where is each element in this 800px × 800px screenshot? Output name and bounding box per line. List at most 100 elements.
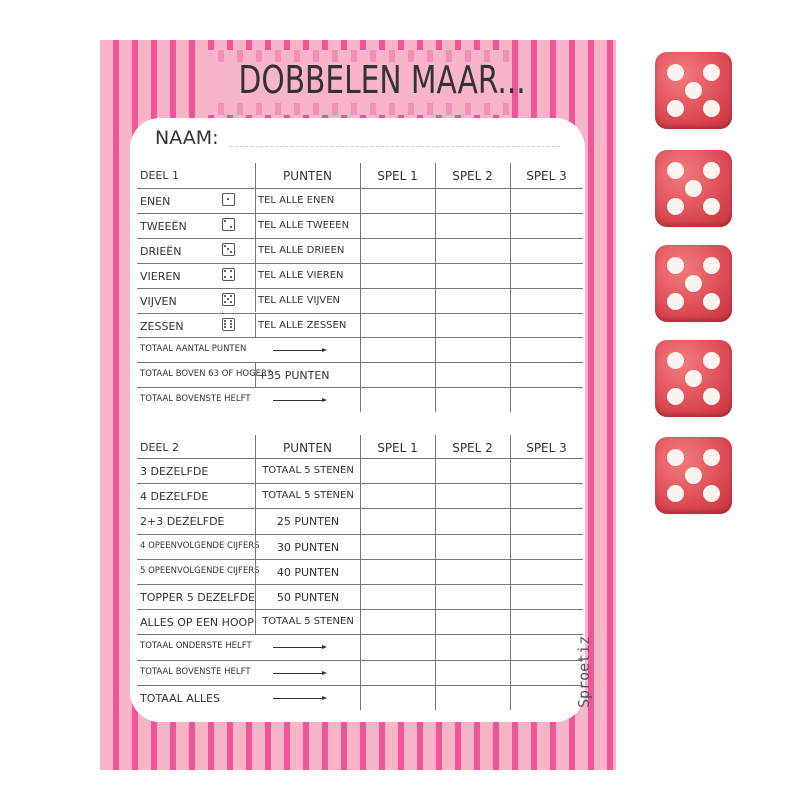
score-cell-spel-1[interactable] xyxy=(360,313,435,338)
die-5-icon xyxy=(655,52,732,129)
column-divider xyxy=(255,533,256,559)
score-cell-spel-2[interactable] xyxy=(435,458,510,483)
score-cell-spel-2[interactable] xyxy=(435,213,510,238)
score-cell-spel-3[interactable] xyxy=(510,508,583,533)
arrow-icon xyxy=(273,348,327,353)
column-divider xyxy=(255,458,256,484)
die-face-1-icon xyxy=(222,193,235,206)
score-cell-spel-1[interactable] xyxy=(360,508,435,533)
score-cell-spel-2[interactable] xyxy=(435,263,510,288)
score-cell-spel-2[interactable] xyxy=(435,288,510,313)
row-label: ENEN xyxy=(140,195,171,208)
score-cell-spel-1[interactable] xyxy=(360,685,435,710)
naam-input[interactable] xyxy=(230,146,560,147)
die-face-4-icon xyxy=(222,267,235,281)
column-divider xyxy=(435,435,436,710)
score-cell-spel-1[interactable] xyxy=(360,559,435,584)
score-cell-spel-1[interactable] xyxy=(360,660,435,685)
column-divider xyxy=(360,163,361,413)
punten-value: 30 PUNTEN xyxy=(276,540,340,554)
punten-value: TEL ALLE VIEREN xyxy=(258,269,344,281)
score-cell-spel-3[interactable] xyxy=(510,313,583,338)
score-cell-spel-2[interactable] xyxy=(435,313,510,338)
score-cell-spel-3[interactable] xyxy=(510,685,583,710)
score-cell-spel-3[interactable] xyxy=(510,238,583,263)
column-header-punten: PUNTEN xyxy=(283,441,332,455)
score-cell-spel-2[interactable] xyxy=(435,685,510,710)
score-cell-spel-1[interactable] xyxy=(360,213,435,238)
score-cell-spel-3[interactable] xyxy=(510,609,583,634)
score-cell-spel-1[interactable] xyxy=(360,288,435,313)
score-cell-spel-3[interactable] xyxy=(510,337,583,362)
column-divider xyxy=(255,362,256,388)
score-cell-spel-2[interactable] xyxy=(435,483,510,508)
naam-label: NAAM: xyxy=(155,127,219,149)
column-divider xyxy=(255,508,256,534)
die-face-3-icon xyxy=(222,242,235,256)
column-divider xyxy=(255,558,256,584)
score-cell-spel-2[interactable] xyxy=(435,188,510,213)
punten-value: TEL ALLE ZESSEN xyxy=(258,319,347,331)
column-divider xyxy=(255,188,256,213)
score-cell-spel-3[interactable] xyxy=(510,213,583,238)
score-cell-spel-3[interactable] xyxy=(510,634,583,659)
score-cell-spel-3[interactable] xyxy=(510,263,583,288)
punten-value: TOTAAL 5 STENEN xyxy=(262,616,354,628)
score-cell-spel-1[interactable] xyxy=(360,634,435,659)
score-cell-spel-3[interactable] xyxy=(510,660,583,685)
score-cell-spel-2[interactable] xyxy=(435,609,510,634)
score-cell-spel-2[interactable] xyxy=(435,634,510,659)
score-cell-spel-1[interactable] xyxy=(360,337,435,362)
score-cell-spel-1[interactable] xyxy=(360,534,435,559)
score-cell-spel-2[interactable] xyxy=(435,584,510,609)
part1-header: DEEL 1 xyxy=(140,169,179,182)
column-header-spel-1: SPEL 1 xyxy=(377,441,418,455)
die-face-5-icon xyxy=(222,292,235,306)
score-cell-spel-1[interactable] xyxy=(360,387,435,412)
column-divider xyxy=(255,609,256,635)
score-cell-spel-3[interactable] xyxy=(510,584,583,609)
score-cell-spel-1[interactable] xyxy=(360,609,435,634)
score-cell-spel-1[interactable] xyxy=(360,238,435,263)
score-cell-spel-3[interactable] xyxy=(510,362,583,387)
punten-value: +35 PUNTEN xyxy=(258,369,330,383)
row-label: TWEEËN xyxy=(140,219,187,233)
score-cell-spel-3[interactable] xyxy=(510,483,583,508)
score-cell-spel-2[interactable] xyxy=(435,508,510,533)
punten-value: 40 PUNTEN xyxy=(276,565,340,579)
score-cell-spel-2[interactable] xyxy=(435,534,510,559)
score-cell-spel-2[interactable] xyxy=(435,660,510,685)
row-label: TOTAAL ONDERSTE HELFT xyxy=(140,641,252,652)
score-cell-spel-2[interactable] xyxy=(435,387,510,412)
die-5-icon xyxy=(655,245,732,322)
score-cell-spel-1[interactable] xyxy=(360,188,435,213)
arrow-icon xyxy=(273,695,327,700)
score-cell-spel-3[interactable] xyxy=(510,559,583,584)
score-cell-spel-1[interactable] xyxy=(360,362,435,387)
score-cell-spel-1[interactable] xyxy=(360,483,435,508)
score-cell-spel-3[interactable] xyxy=(510,534,583,559)
row-label: VIJVEN xyxy=(140,294,177,308)
row-label: TOTAAL BOVENSTE HELFT xyxy=(140,394,251,405)
arrow-icon xyxy=(273,645,327,650)
column-header-spel-1: SPEL 1 xyxy=(377,169,418,183)
punten-value: TEL ALLE DRIEËN xyxy=(258,244,345,256)
score-cell-spel-2[interactable] xyxy=(435,559,510,584)
column-divider xyxy=(255,312,256,338)
score-cell-spel-2[interactable] xyxy=(435,337,510,362)
column-divider xyxy=(255,584,256,610)
column-divider xyxy=(360,435,361,710)
score-cell-spel-3[interactable] xyxy=(510,288,583,313)
score-cell-spel-1[interactable] xyxy=(360,263,435,288)
score-cell-spel-3[interactable] xyxy=(510,188,583,213)
column-divider xyxy=(510,163,511,413)
score-cell-spel-2[interactable] xyxy=(435,362,510,387)
column-divider xyxy=(255,262,256,288)
score-cell-spel-3[interactable] xyxy=(510,458,583,483)
row-label: TOTAAL BOVEN 63 OF HOGER? xyxy=(140,369,272,380)
score-cell-spel-2[interactable] xyxy=(435,238,510,263)
score-cell-spel-1[interactable] xyxy=(360,458,435,483)
score-cell-spel-3[interactable] xyxy=(510,387,583,412)
column-divider xyxy=(255,163,256,188)
score-cell-spel-1[interactable] xyxy=(360,584,435,609)
